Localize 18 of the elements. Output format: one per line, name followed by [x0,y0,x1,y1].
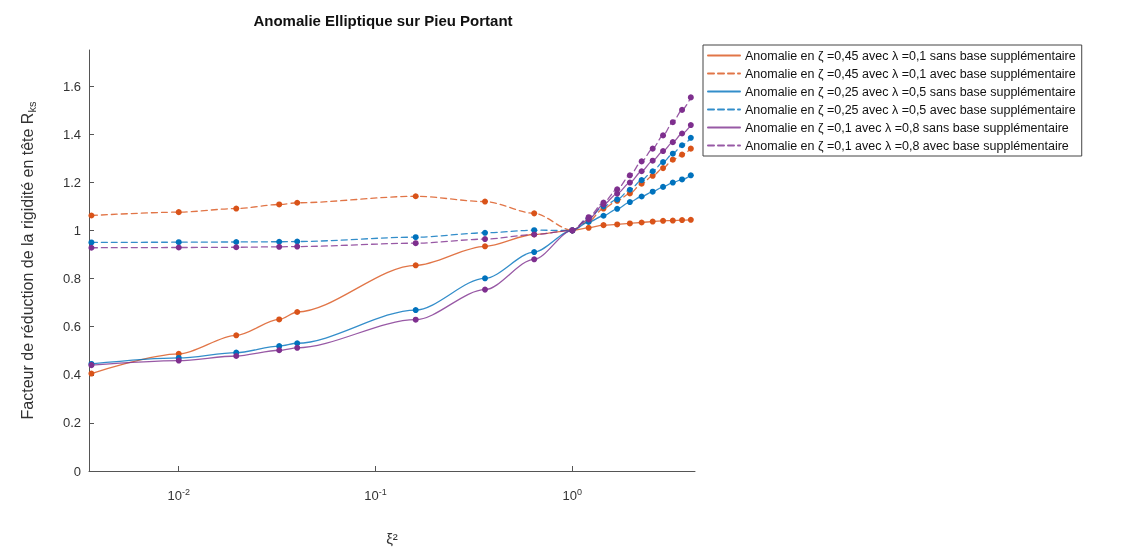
y-tick-label: 1.6 [62,78,81,94]
y-tick-label: 0.4 [62,367,81,383]
y-tick-label: 0.2 [62,415,81,431]
legend-label: Anomalie en ζ =0,1 avec λ =0,8 avec base supplémentaire [745,138,1069,153]
legend-label: Anomalie en ζ =0,45 avec λ =0,1 sans base supplémentaire [745,48,1076,63]
chart-title: Anomalie Elliptique sur Pieu Portant [253,12,513,29]
y-tick-label: 0.6 [62,319,81,335]
y-tick-label: 0 [73,463,81,479]
y-tick-label: 1 [73,222,81,238]
y-axis-title: Facteur de réduction de la rigidité en tête Rks [19,101,38,420]
y-tick-label: 0.8 [62,271,81,287]
legend-label: Anomalie en ζ =0,25 avec λ =0,5 sans base supplémentaire [745,84,1076,99]
y-tick-label: 1.2 [62,174,81,190]
x-axis-title: ξ² [386,530,398,547]
legend-label: Anomalie en ζ =0,1 avec λ =0,8 sans base supplémentaire [745,120,1069,135]
y-tick-label: 1.4 [62,126,81,142]
legend-label: Anomalie en ζ =0,45 avec λ =0,1 avec base supplémentaire [745,66,1076,81]
legend-label: Anomalie en ζ =0,25 avec λ =0,5 avec base supplémentaire [745,102,1076,117]
